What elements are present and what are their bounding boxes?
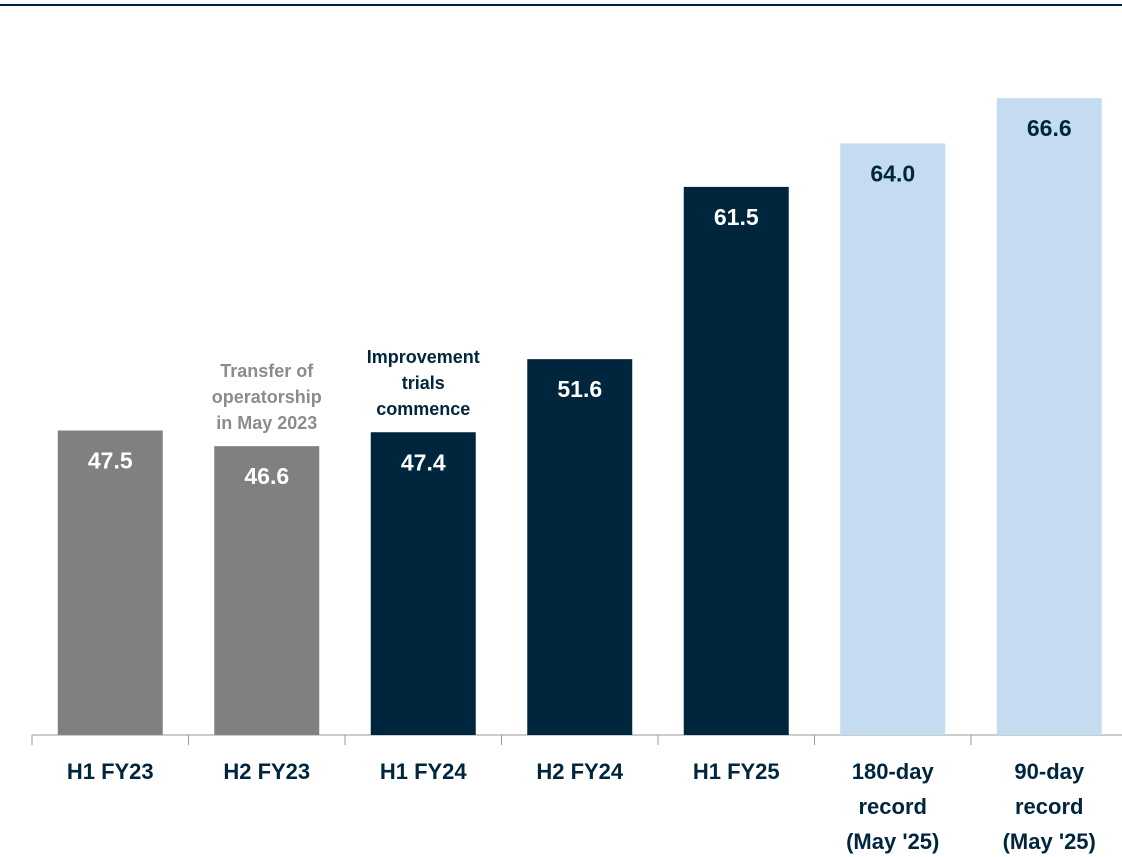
- value-label: 47.5: [88, 448, 133, 474]
- x-tick-label: H1 FY24: [380, 759, 468, 784]
- value-label: 61.5: [714, 204, 759, 230]
- bar: [214, 446, 320, 735]
- x-tick-label: 90-day: [1014, 759, 1084, 784]
- annotation: Improvement: [367, 347, 480, 367]
- bar: [527, 359, 633, 735]
- x-tick-label: (May '25): [846, 829, 939, 854]
- x-tick-label: H2 FY23: [223, 759, 310, 784]
- annotation: trials: [402, 373, 445, 393]
- value-label: 64.0: [870, 160, 915, 186]
- value-label: 46.6: [244, 463, 289, 489]
- bar: [996, 98, 1102, 735]
- value-label: 51.6: [557, 376, 602, 402]
- value-label: 66.6: [1027, 115, 1072, 141]
- annotation: operatorship: [212, 387, 322, 407]
- x-tick-label: (May '25): [1003, 829, 1096, 854]
- annotation: in May 2023: [216, 413, 317, 433]
- annotation: commence: [376, 399, 470, 419]
- bar: [840, 143, 946, 735]
- value-label: 47.4: [401, 449, 446, 475]
- bar: [370, 432, 476, 735]
- x-tick-label: H1 FY25: [693, 759, 780, 784]
- x-tick-label: H2 FY24: [536, 759, 624, 784]
- bar: [683, 186, 789, 735]
- annotation: Transfer of: [220, 361, 314, 381]
- x-tick-label: record: [1015, 794, 1083, 819]
- x-tick-label: H1 FY23: [67, 759, 154, 784]
- bar: [57, 430, 163, 735]
- x-tick-label: record: [859, 794, 927, 819]
- x-tick-label: 180-day: [852, 759, 935, 784]
